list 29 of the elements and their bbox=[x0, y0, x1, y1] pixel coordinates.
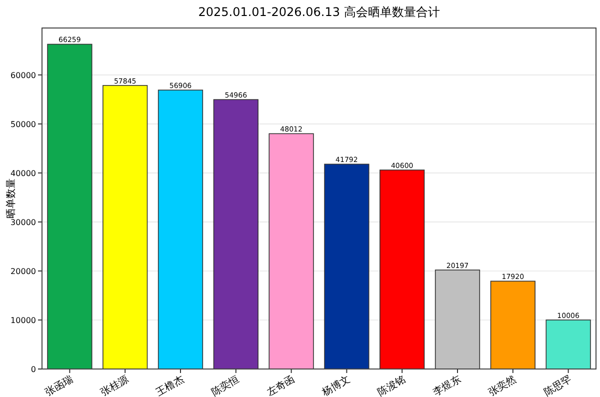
x-tick-label: 王橹杰 bbox=[154, 373, 186, 397]
x-tick-label: 陈思罕 bbox=[542, 373, 574, 397]
bar bbox=[380, 170, 425, 370]
y-tick-label: 30000 bbox=[10, 218, 36, 227]
x-tick-label: 张奕然 bbox=[486, 373, 518, 397]
x-tick-label: 陈浚铭 bbox=[376, 373, 408, 397]
x-tick-label: 张桂源 bbox=[98, 373, 131, 397]
bar bbox=[546, 320, 591, 370]
y-tick-label: 10000 bbox=[10, 316, 36, 325]
x-tick-label: 张函瑞 bbox=[43, 373, 76, 397]
bar bbox=[490, 280, 536, 370]
bar bbox=[47, 44, 92, 370]
bar bbox=[268, 133, 314, 370]
x-tick-label: 左奇函 bbox=[264, 373, 297, 397]
bar bbox=[434, 270, 480, 370]
x-tick-label: 杨博文 bbox=[319, 373, 352, 397]
bar bbox=[102, 85, 148, 370]
y-tick-label: 0 bbox=[30, 365, 36, 374]
y-tick-label: 20000 bbox=[10, 266, 36, 276]
y-axis-title: 晒单数量 bbox=[5, 178, 17, 218]
x-tick-label: 陈奕恒 bbox=[209, 373, 242, 397]
chart-title: 2025.01.01-2026.06.13 高会晒单数量合计 bbox=[198, 5, 440, 19]
y-tick-label: 40000 bbox=[10, 168, 36, 178]
y-tick-label: 50000 bbox=[10, 120, 36, 129]
y-tick-label: 60000 bbox=[10, 70, 36, 80]
x-tick-label: 李煜东 bbox=[431, 373, 463, 397]
bar bbox=[324, 164, 370, 370]
bar bbox=[158, 90, 204, 370]
bar bbox=[213, 99, 258, 370]
